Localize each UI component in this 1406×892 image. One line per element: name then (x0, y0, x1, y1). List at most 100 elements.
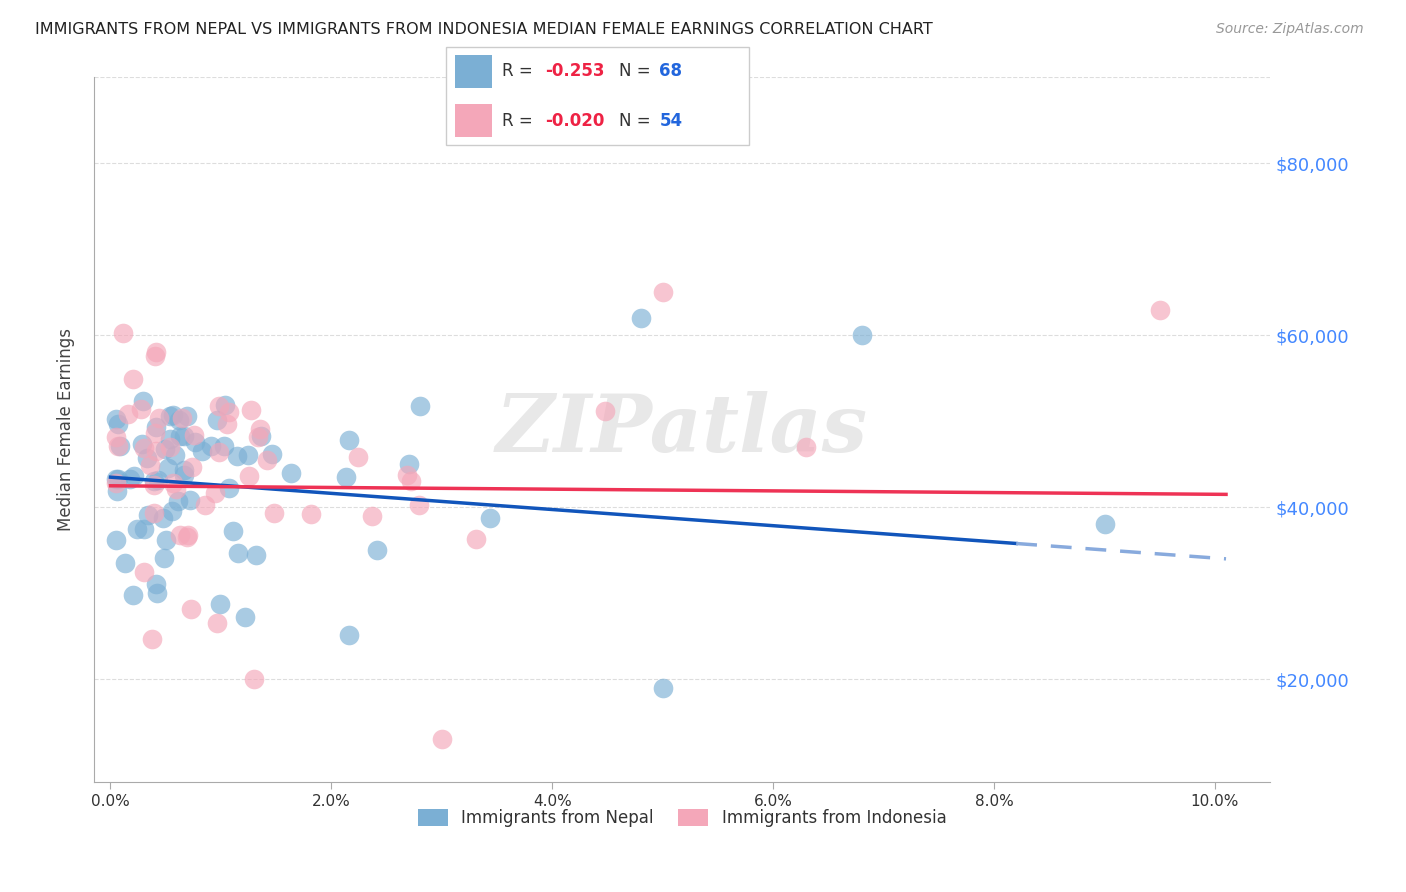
Point (214, 398, 236, 412)
Point (395, 468, 418, 483)
Text: N =: N = (619, 62, 657, 80)
Text: 68: 68 (659, 62, 682, 80)
Point (651, 681, 673, 695)
Point (180, 602, 202, 616)
Point (180, 459, 202, 474)
Point (107, 472, 129, 486)
Point (335, 470, 357, 484)
Point (794, 440, 817, 454)
Point (124, 469, 146, 483)
Point (593, 403, 616, 417)
Point (141, 632, 163, 647)
Point (160, 503, 183, 517)
Point (408, 498, 430, 512)
Text: -0.020: -0.020 (546, 112, 605, 129)
Point (366, 542, 388, 557)
Point (142, 478, 165, 492)
Point (176, 530, 198, 544)
Point (238, 469, 260, 483)
Point (114, 556, 136, 570)
Point (159, 440, 181, 454)
Point (129, 401, 152, 416)
Point (299, 507, 322, 521)
Point (125, 522, 148, 536)
Point (145, 443, 167, 458)
Point (105, 412, 128, 426)
Text: R =: R = (502, 62, 537, 80)
Point (162, 475, 184, 490)
Point (233, 610, 256, 624)
Point (176, 528, 198, 542)
Point (153, 442, 176, 457)
Point (139, 458, 162, 472)
Point (142, 506, 165, 520)
Point (238, 449, 260, 463)
Point (225, 449, 247, 463)
Point (152, 511, 174, 525)
Point (398, 457, 420, 471)
Point (145, 345, 167, 359)
Point (204, 486, 226, 500)
Point (173, 429, 195, 443)
Point (122, 588, 145, 602)
Point (122, 372, 145, 386)
Point (651, 285, 673, 300)
Point (245, 548, 267, 562)
Point (156, 460, 179, 475)
Point (173, 463, 195, 477)
Point (105, 472, 128, 486)
Point (152, 550, 174, 565)
Point (239, 403, 262, 417)
Point (339, 434, 361, 448)
Text: Source: ZipAtlas.com: Source: ZipAtlas.com (1216, 22, 1364, 37)
Point (851, 328, 873, 343)
Point (179, 493, 201, 508)
Point (136, 450, 159, 465)
Y-axis label: Median Female Earnings: Median Female Earnings (58, 328, 75, 532)
Point (247, 430, 270, 444)
Point (218, 405, 240, 419)
Point (107, 439, 129, 453)
Point (105, 475, 128, 490)
Point (146, 474, 169, 488)
Point (217, 417, 239, 432)
Point (209, 597, 232, 611)
Point (478, 510, 501, 524)
Point (105, 533, 128, 547)
Point (112, 326, 135, 341)
Point (347, 450, 370, 464)
Point (142, 475, 165, 489)
Point (120, 472, 142, 486)
Point (105, 483, 128, 498)
Point (409, 400, 432, 414)
Point (184, 434, 207, 449)
Point (170, 411, 193, 425)
Point (226, 546, 249, 560)
Point (243, 672, 266, 686)
Point (430, 732, 453, 747)
Text: N =: N = (619, 112, 657, 129)
Text: IMMIGRANTS FROM NEPAL VS IMMIGRANTS FROM INDONESIA MEDIAN FEMALE EARNINGS CORREL: IMMIGRANTS FROM NEPAL VS IMMIGRANTS FROM… (35, 22, 934, 37)
Point (200, 439, 222, 453)
Point (218, 482, 240, 496)
Point (131, 394, 153, 409)
Point (399, 475, 422, 489)
Point (190, 443, 212, 458)
Point (205, 616, 228, 631)
Point (464, 533, 486, 547)
Point (169, 429, 191, 443)
Point (337, 627, 360, 641)
Point (176, 409, 198, 423)
Point (162, 409, 184, 423)
FancyBboxPatch shape (446, 46, 749, 145)
Bar (456, 55, 492, 87)
Point (208, 445, 231, 459)
Point (169, 413, 191, 427)
Point (212, 439, 235, 453)
Point (166, 494, 188, 508)
Point (194, 498, 217, 512)
Text: ZIPatlas: ZIPatlas (496, 392, 868, 468)
Point (148, 411, 170, 425)
Point (222, 524, 245, 538)
Point (108, 440, 131, 454)
